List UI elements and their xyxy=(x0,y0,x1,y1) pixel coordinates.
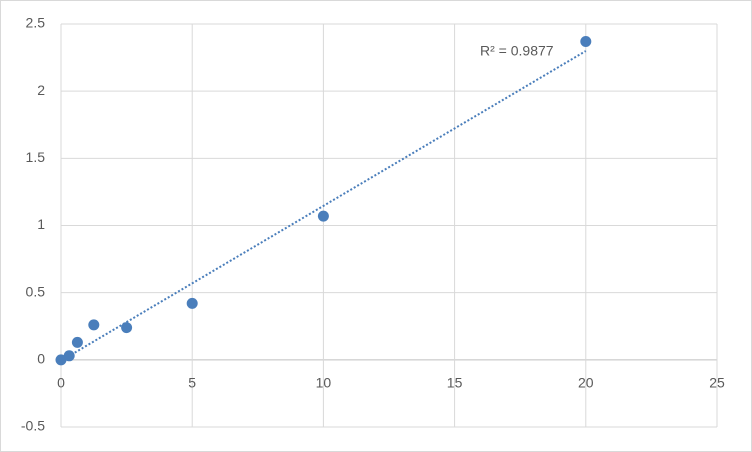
y-tick-label: 0.5 xyxy=(26,283,46,299)
point xyxy=(63,350,75,362)
point xyxy=(186,297,198,309)
x-tick-label: 20 xyxy=(578,375,594,391)
y-tick-label: 0 xyxy=(37,351,45,367)
point xyxy=(88,319,100,331)
y-tick-label: 2.5 xyxy=(26,15,46,31)
x-tick-label: 25 xyxy=(709,375,725,391)
trendline xyxy=(60,50,587,362)
x-tick-label: 0 xyxy=(57,375,65,391)
point xyxy=(71,336,83,348)
y-tick-label: -0.5 xyxy=(21,418,45,434)
point xyxy=(580,35,592,47)
annotation: R² = 0.9877 xyxy=(480,43,554,59)
point xyxy=(55,354,67,366)
y-tick-label: 1.5 xyxy=(26,149,46,165)
y-tick-label: 1 xyxy=(37,216,45,232)
y-tick-label: 2 xyxy=(37,82,45,98)
x-tick-label: 10 xyxy=(316,375,332,391)
point xyxy=(121,322,133,334)
point xyxy=(317,210,329,222)
x-tick-label: 5 xyxy=(188,375,196,391)
x-tick-label: 15 xyxy=(447,375,463,391)
